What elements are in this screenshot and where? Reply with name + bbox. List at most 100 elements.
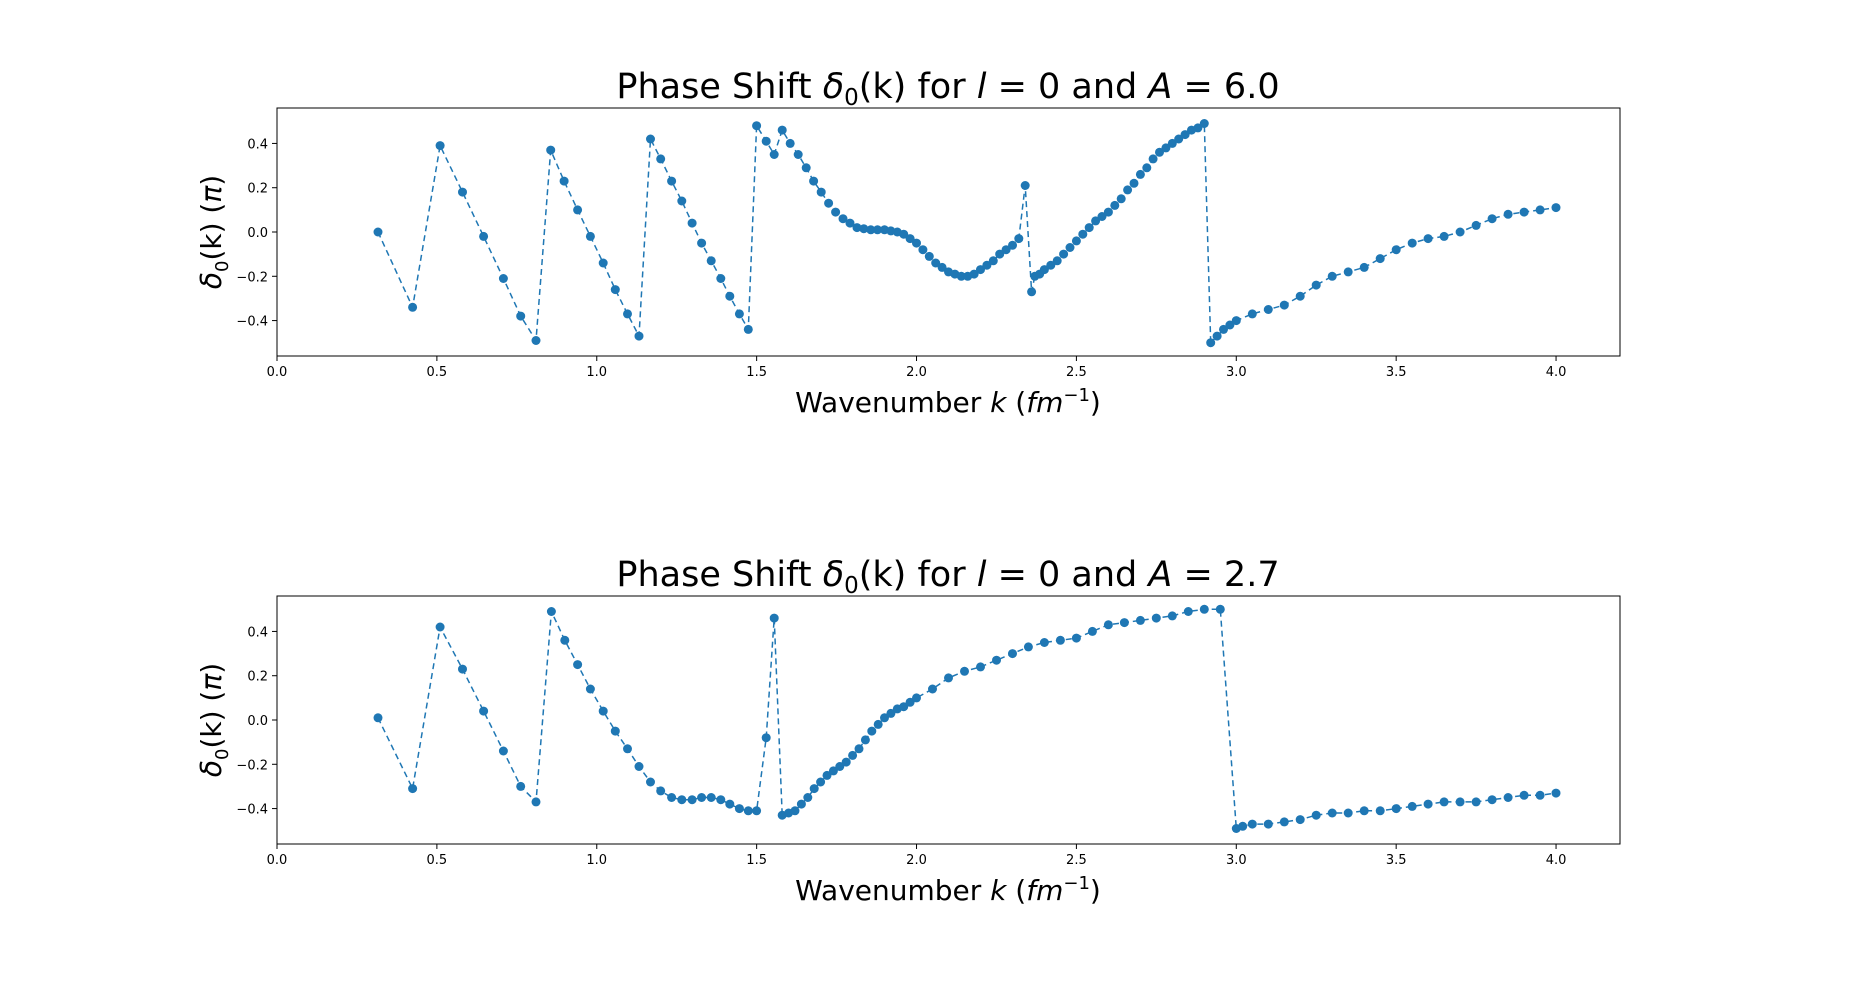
data-point <box>1263 305 1273 314</box>
data-point <box>1103 620 1113 630</box>
data-point <box>667 176 677 186</box>
data-point <box>585 231 595 241</box>
data-point <box>408 784 418 794</box>
data-point <box>785 138 795 148</box>
data-point <box>610 285 620 295</box>
data-point <box>1487 214 1497 224</box>
data-point <box>1193 123 1203 133</box>
data-point <box>706 256 716 266</box>
data-point <box>835 762 845 771</box>
x-tick-label: 2.5 <box>1066 853 1087 868</box>
data-point <box>1343 267 1353 277</box>
data-point <box>1311 810 1321 820</box>
data-point <box>928 684 937 694</box>
data-point <box>859 224 869 234</box>
data-point <box>845 218 855 228</box>
data-point <box>995 249 1005 259</box>
data-point <box>831 207 841 217</box>
data-point <box>992 655 1001 665</box>
data-point <box>1375 806 1385 816</box>
x-tick-label: 4.0 <box>1546 365 1567 380</box>
data-point <box>761 733 771 743</box>
data-point <box>623 309 632 319</box>
data-point <box>1119 618 1129 628</box>
data-point <box>667 793 677 802</box>
data-point <box>1359 262 1369 272</box>
data-point <box>1065 243 1075 252</box>
data-point <box>988 256 998 266</box>
data-point <box>408 302 418 312</box>
data-point <box>796 799 806 809</box>
x-tick-label: 3.0 <box>1226 365 1247 380</box>
data-point <box>716 274 726 283</box>
data-point <box>1263 819 1273 829</box>
data-point <box>634 762 644 771</box>
data-point <box>873 225 882 235</box>
data-point <box>531 336 541 345</box>
data-point <box>1279 817 1289 827</box>
data-point <box>1071 633 1081 643</box>
data-point <box>880 713 889 723</box>
chart-title: Phase Shift δ0(k) for l = 0 and A = 2.7 <box>616 555 1279 599</box>
x-tick-label: 2.0 <box>906 365 927 380</box>
data-point <box>1151 613 1161 623</box>
data-point <box>1052 256 1062 266</box>
data-point <box>725 291 735 301</box>
data-point <box>531 797 541 807</box>
data-point <box>1247 309 1257 319</box>
data-point <box>1129 178 1139 188</box>
data-point <box>585 684 595 694</box>
data-point <box>479 706 489 716</box>
data-point <box>1135 615 1145 625</box>
x-axis-label: Wavenumber k (fm−1) <box>795 873 1101 907</box>
data-point <box>1167 611 1177 621</box>
data-point <box>687 218 697 228</box>
y-tick-label: 0.0 <box>247 226 268 241</box>
data-point <box>435 622 445 632</box>
data-point <box>1055 635 1065 645</box>
data-point <box>435 141 445 151</box>
data-point <box>1238 821 1248 831</box>
data-point <box>816 187 826 197</box>
data-point <box>573 205 583 215</box>
data-point <box>656 154 666 164</box>
data-point <box>976 662 985 672</box>
data-point <box>905 697 915 707</box>
data-point <box>1311 280 1321 290</box>
data-point <box>1039 265 1049 275</box>
data-point <box>743 806 753 816</box>
y-tick-label: −0.2 <box>236 758 268 773</box>
data-point <box>1225 320 1235 330</box>
data-point <box>1375 254 1385 264</box>
panel-a6: Phase Shift δ0(k) for l = 0 and A = 6.0 … <box>195 67 1621 419</box>
y-tick-label: 0.2 <box>247 182 268 197</box>
data-point <box>598 706 608 716</box>
y-tick-label: 0.4 <box>247 137 268 152</box>
data-point <box>854 744 864 754</box>
svg-text:δ0(k) (π): δ0(k) (π) <box>195 663 233 777</box>
data-point <box>816 777 826 787</box>
x-tick-label: 1.0 <box>586 365 607 380</box>
x-tick-label: 3.5 <box>1386 365 1407 380</box>
x-tick-label: 2.0 <box>906 853 927 868</box>
data-point <box>1008 240 1017 250</box>
data-point <box>1327 808 1337 818</box>
data-point <box>1471 220 1481 230</box>
data-point <box>867 726 877 736</box>
data-point <box>1001 245 1011 255</box>
data-point <box>1455 797 1465 807</box>
data-point <box>803 793 813 802</box>
data-point <box>697 793 707 802</box>
y-tick-label: −0.4 <box>236 315 268 330</box>
data-point <box>1295 291 1305 301</box>
data-point <box>912 693 921 703</box>
y-tick-label: 0.2 <box>247 670 268 685</box>
x-tick-label: 0.5 <box>427 853 448 868</box>
data-point <box>912 238 921 248</box>
y-tick-label: 0.4 <box>247 625 268 640</box>
data-point <box>516 781 526 791</box>
data-point <box>1097 212 1107 221</box>
data-point <box>982 260 992 270</box>
data-point <box>1295 815 1305 825</box>
data-point <box>1535 790 1545 800</box>
